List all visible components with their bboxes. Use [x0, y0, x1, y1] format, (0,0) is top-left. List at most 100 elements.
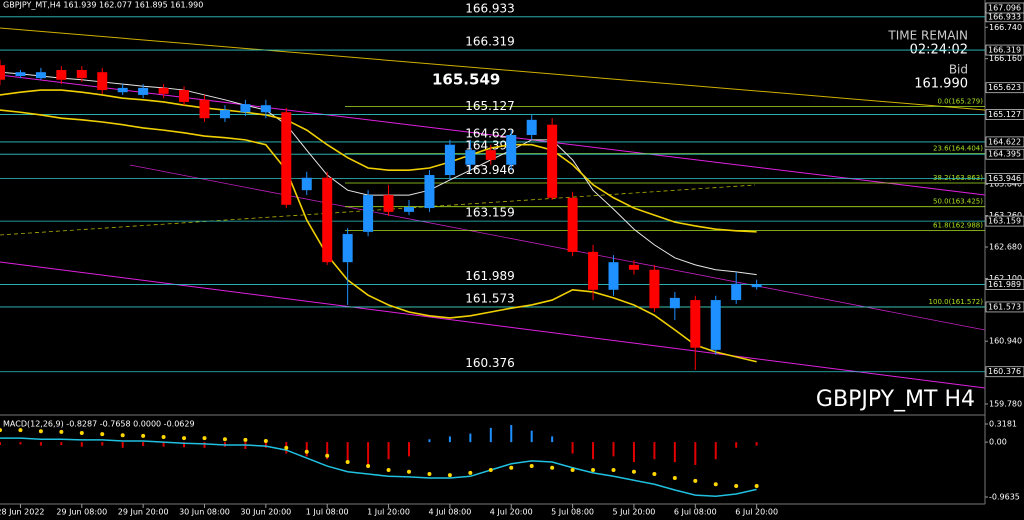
candle-body: [690, 300, 701, 348]
signal-dot: [222, 437, 227, 442]
level-box-label: 163.946: [988, 174, 1021, 183]
y-tick-label: 163.260: [989, 211, 1022, 220]
histogram-bar: [592, 442, 595, 460]
signal-dot: [427, 472, 432, 477]
candle-body: [179, 90, 190, 102]
x-tick-label: 28 Jun 2022: [0, 508, 45, 517]
histogram-bar: [162, 442, 165, 447]
level-box: [985, 279, 1024, 290]
candle-body: [322, 177, 333, 263]
signal-dot: [79, 431, 84, 436]
candle-body: [608, 262, 619, 290]
histogram-bar: [39, 442, 42, 446]
signal-dot: [407, 469, 411, 474]
level-box-label: 165.127: [988, 110, 1021, 119]
candle-body: [465, 150, 476, 165]
histogram-bar: [673, 442, 676, 463]
histogram-bar: [408, 442, 410, 457]
level-box: [985, 109, 1024, 120]
candle-body: [710, 300, 721, 350]
y-tick-label: 160.940: [989, 337, 1022, 346]
bid: 161.990: [914, 77, 968, 92]
level-label: 166.319: [465, 35, 515, 49]
signal-dot: [591, 468, 596, 473]
histogram-bar: [755, 442, 758, 446]
signal-dot: [325, 453, 330, 458]
level-box: [985, 215, 1024, 227]
x-tick-label: 1 Jul 20:00: [367, 508, 410, 517]
y-tick-label: 163.840: [989, 180, 1022, 189]
level-box-label: 161.989: [988, 280, 1021, 289]
candle-body: [97, 72, 108, 91]
signal-dot: [693, 478, 698, 483]
histogram-bar: [183, 442, 186, 448]
level-label: 165.127: [465, 99, 515, 113]
y-tick-label: 0.3181: [989, 420, 1017, 429]
signal-dot: [468, 470, 473, 475]
fib-label: 61.8(162.988): [933, 221, 983, 229]
histogram-bar: [121, 442, 124, 448]
signal-dot: [550, 465, 555, 470]
histogram-bar: [19, 442, 22, 445]
candle-body: [260, 105, 271, 113]
fib-label: 38.2(163.863): [933, 174, 983, 182]
level-label: 163.159: [465, 206, 515, 220]
histogram-bar: [326, 442, 329, 460]
histogram-bar: [653, 442, 656, 460]
level-label: 166.933: [465, 1, 515, 15]
level-box-label: 164.622: [988, 137, 1021, 146]
y-tick-label: 162.680: [989, 243, 1022, 252]
x-tick-label: 4 Jul 20:00: [490, 508, 533, 517]
y-tick-label: 159.780: [989, 400, 1022, 409]
candle-body: [424, 175, 435, 209]
candle-body: [649, 269, 660, 309]
candle-body: [567, 197, 578, 252]
signal-dot: [366, 464, 371, 469]
level-box: [985, 44, 1024, 56]
y-tick-label: -0.9635: [989, 493, 1020, 502]
signal-dot: [263, 438, 268, 443]
signal-dot: [447, 473, 452, 478]
histogram-bar: [142, 442, 145, 447]
level-label: 164.622: [465, 126, 515, 140]
signal-dot: [529, 464, 534, 469]
indicator-line: [0, 71, 757, 276]
trendline: [0, 261, 986, 389]
right-level-box-label: 167.096: [988, 4, 1021, 13]
signal-dot: [182, 436, 187, 441]
candle-body: [76, 70, 87, 79]
x-tick-label: 4 Jul 08:00: [428, 508, 471, 517]
candle-body: [444, 144, 455, 176]
x-tick-label: 30 Jun 08:00: [179, 508, 230, 517]
signal-dot: [611, 468, 616, 473]
trendline: [0, 27, 986, 111]
x-tick-label: 30 Jun 20:00: [240, 508, 291, 517]
y-tick-label: 0.00: [989, 438, 1007, 447]
histogram-bar: [448, 436, 451, 443]
candle-body: [15, 72, 26, 76]
histogram-bar: [571, 442, 574, 454]
indicator-line: [0, 109, 757, 363]
histogram-bar: [346, 442, 349, 463]
histogram-bar: [530, 430, 533, 443]
candle-body: [731, 283, 742, 301]
signal-dot: [0, 428, 2, 433]
time-remain-label: TIME REMAIN: [887, 29, 968, 43]
x-tick-label: 6 Jul 08:00: [674, 508, 717, 517]
histogram-bar: [489, 427, 492, 443]
candle-body: [301, 177, 312, 191]
candle-body: [117, 87, 128, 93]
signal-dot: [100, 432, 105, 437]
fib-label: 50.0(163.425): [933, 198, 983, 206]
fib-label: 100.0(161.572): [929, 298, 984, 306]
right-level-box: [985, 82, 1024, 94]
signal-dot: [304, 449, 309, 454]
level-box: [985, 148, 1024, 160]
fib-label: 0.0(165.279): [937, 97, 983, 105]
candle-body: [588, 251, 599, 290]
candle-body: [751, 284, 762, 288]
signal-dot: [18, 428, 23, 433]
y-tick-label: 166.160: [989, 54, 1022, 63]
x-tick-label: 5 Jul 08:00: [551, 508, 594, 517]
